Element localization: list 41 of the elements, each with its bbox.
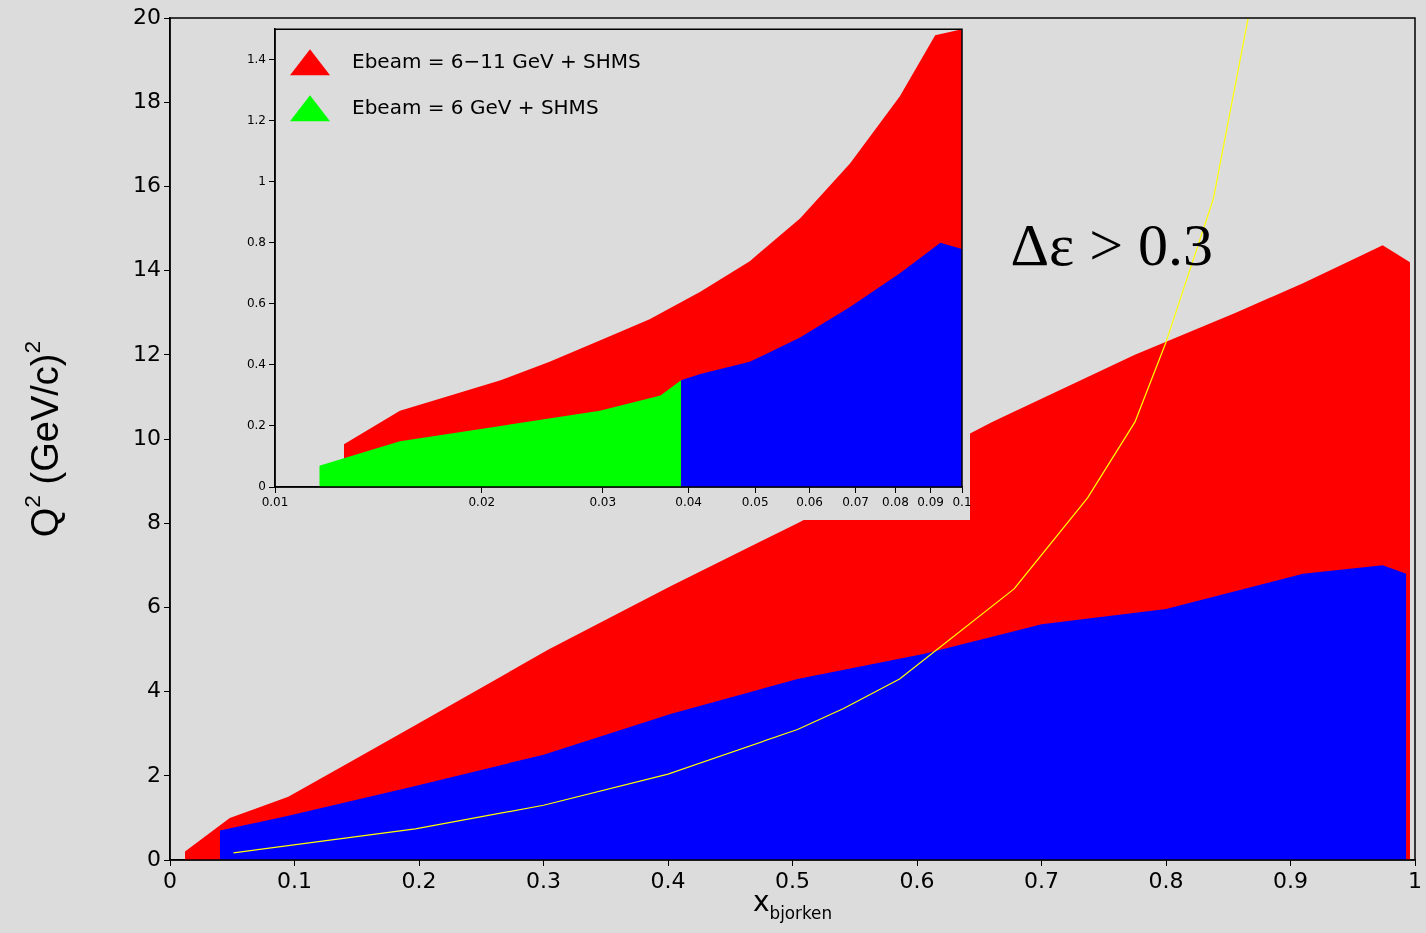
x-tick-label: 0.3 <box>526 867 561 893</box>
x-tick-label: 0.08 <box>882 495 909 510</box>
x-tick-label: 0.09 <box>917 495 944 510</box>
x-tick-label: 0.02 <box>468 495 496 510</box>
y-tick-label: 1.2 <box>246 112 266 127</box>
x-tick-label: 0.01 <box>261 495 289 510</box>
y-tick-label: 0.2 <box>246 418 266 433</box>
x-tick-label: 0.2 <box>401 867 437 893</box>
y-tick-label: 4 <box>147 677 161 703</box>
x-tick-label: 0.7 <box>1024 867 1059 893</box>
y-tick-label: 6 <box>147 593 161 619</box>
legend-label: Ebeam = 6 GeV + SHMS <box>352 95 599 120</box>
y-tick-label: 14 <box>133 256 161 282</box>
x-tick-label: 0.06 <box>796 495 823 510</box>
y-tick-label: 2 <box>147 761 161 787</box>
x-tick-label: 0.6 <box>899 867 935 893</box>
x-tick-label: 0.1 <box>277 867 312 893</box>
x-tick-label: 0.8 <box>1148 867 1184 893</box>
x-tick-label: 0.05 <box>741 495 769 510</box>
x-tick-label: 0 <box>163 867 177 893</box>
y-axis-title: Q2 (GeV/c)2 <box>18 340 67 538</box>
y-tick-label: 0.8 <box>246 234 266 249</box>
y-tick-label: 0.4 <box>246 357 266 372</box>
y-tick-label: 10 <box>133 424 161 450</box>
y-tick-label: 18 <box>133 87 161 113</box>
x-tick-label: 1 <box>1408 867 1422 893</box>
y-tick-label: 16 <box>133 172 161 198</box>
x-tick-label: 0.03 <box>589 495 617 510</box>
x-tick-label: 0.9 <box>1273 867 1308 893</box>
y-tick-label: 20 <box>133 3 161 29</box>
x-tick-label: 0.07 <box>842 495 869 510</box>
y-tick-label: 1 <box>258 173 266 188</box>
x-tick-label: 0.4 <box>650 867 686 893</box>
y-tick-label: 1.4 <box>246 51 266 66</box>
legend-label: Ebeam = 6−11 GeV + SHMS <box>352 49 641 74</box>
y-tick-label: 8 <box>147 508 161 534</box>
y-tick-label: 0 <box>147 845 161 871</box>
y-tick-label: 0.6 <box>246 296 266 311</box>
y-tick-label: 0 <box>258 479 266 494</box>
x-tick-label: 0.04 <box>675 495 702 510</box>
y-tick-label: 12 <box>133 340 161 366</box>
